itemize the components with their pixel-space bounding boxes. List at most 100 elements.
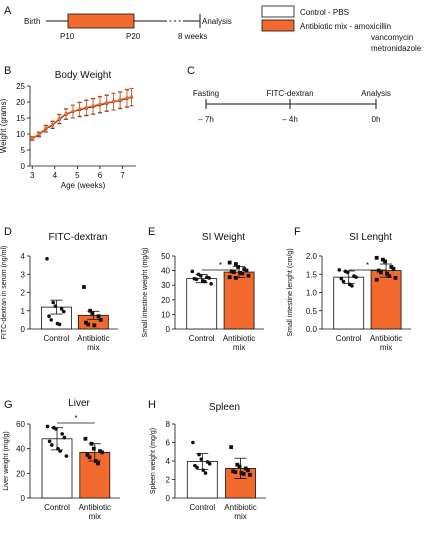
antibiotic-point [231, 270, 236, 274]
control-point [57, 322, 62, 327]
control-point [190, 269, 195, 274]
chart-title: SI Weight [202, 232, 245, 243]
data-point [111, 99, 116, 103]
antibiotic-point [96, 314, 101, 319]
data-point [129, 95, 134, 99]
antibiotic-point [88, 308, 93, 313]
legend-antibiotic-swatch [261, 19, 295, 32]
y-tick-label: 10 [16, 130, 25, 139]
y-tick-label: 1.0 [306, 289, 318, 298]
antibiotic-point [387, 274, 392, 278]
y-tick-label: 2.0 [306, 252, 318, 261]
data-point [30, 136, 34, 140]
antibiotic-point [227, 275, 232, 280]
antibiotic-point [83, 436, 88, 441]
category-label: Antibiotic mix [224, 503, 256, 521]
category-label: Control [44, 503, 70, 512]
control-point [47, 314, 51, 319]
antibiotic-point [90, 311, 95, 316]
control-point [56, 446, 60, 451]
control-point [64, 454, 69, 458]
y-tick-label: 30 [161, 281, 170, 290]
panel-e-letter: E [148, 226, 155, 238]
control-point [51, 300, 55, 305]
antibiotic-point [233, 470, 238, 474]
antibiotic-point [389, 265, 394, 269]
antibiotic-point [84, 320, 88, 325]
antibiotic-point [82, 285, 86, 289]
control-point [207, 276, 211, 280]
data-point [84, 105, 88, 110]
panel-g: G Liver 0 20 40 60 Liver weight (mg/g) Control A… [3, 398, 120, 521]
control-point [50, 443, 54, 447]
antibiotic-point [376, 268, 381, 273]
panel-h: H Spleen 0 2 4 6 8 Spleen weight (mg/g) Control A… [148, 399, 266, 521]
control-point [209, 281, 213, 286]
analysis-label: Analysis [202, 17, 232, 26]
y-axis-label: Weight (grams) [0, 98, 8, 153]
data-point [44, 126, 48, 130]
antibiotic-point [93, 459, 98, 463]
control-point [54, 427, 58, 431]
control-point [194, 277, 199, 282]
significance-star: * [219, 261, 222, 270]
y-tick-label: 0 [166, 494, 171, 503]
antibiotic-point [85, 452, 90, 457]
control-point [350, 284, 354, 288]
y-axis-label: FITC-dextran in serum (ng/ml) [1, 246, 8, 340]
protocol-time-fitc: – 4h [282, 115, 298, 124]
series-line [31, 96, 132, 139]
control-point [198, 273, 203, 278]
control-point [354, 275, 358, 279]
antibiotic-point [383, 259, 387, 264]
panel-f: F SI Lenght 0.0 0.5 1.0 1.5 2.0 Small intestine… [287, 226, 411, 352]
y-tick-label: 10 [161, 310, 170, 319]
data-point [71, 109, 75, 113]
x-tick-label: 5 [75, 171, 80, 180]
y-axis-label: Small intestine lenght (cm/g) [287, 248, 294, 336]
panel-b: B Body Weight 0 5 10 15 20 25 3 4 5 6 7 Age (weeks) We… [0, 65, 136, 190]
control-point [191, 440, 195, 445]
legend-antibiotic-label: Antibiotic mix - amoxicillin [300, 22, 391, 31]
category-label: Antibiotic mix [370, 334, 402, 352]
antibiotic-point [240, 271, 245, 276]
category-label: Antibiotic mix [223, 334, 255, 352]
antibiotic-point [98, 449, 102, 454]
protocol-label-fasting: Fasting [193, 89, 219, 98]
panel-c: C Fasting FITC-dextran Analysis – 7h – 4… [187, 65, 391, 124]
antibiotic-point [246, 273, 251, 278]
control-point [199, 457, 204, 461]
data-point [125, 96, 129, 100]
control-point [59, 307, 64, 311]
control-point [197, 452, 201, 457]
y-tick-label: 20 [16, 98, 25, 107]
panel-c-letter: C [187, 65, 195, 77]
category-label: Control [189, 334, 215, 343]
legend-antibiotic-line3: metronidazole [371, 44, 422, 53]
antibiotic-point [238, 270, 242, 275]
control-point [58, 449, 62, 453]
chart-title: Body Weight [55, 70, 112, 81]
y-tick-label: 0.0 [306, 325, 318, 334]
antibiotic-point [89, 441, 94, 446]
control-point [203, 471, 208, 475]
y-axis-label: Liver weight (mg/g) [3, 431, 10, 491]
treatment-window [67, 13, 135, 29]
y-tick-label: 25 [16, 82, 25, 91]
y-tick-label: 4 [166, 457, 171, 466]
y-tick-label: 15 [16, 114, 25, 123]
legend-antibiotic-line2: vancomycin [371, 33, 413, 42]
legend-control-label: Control - PBS [300, 8, 349, 17]
antibiotic-point [374, 255, 379, 260]
y-tick-label: 0.5 [306, 307, 318, 316]
x-tick-label: 6 [98, 171, 103, 180]
category-label: Control [189, 503, 215, 512]
category-label: Control [44, 334, 70, 343]
x-tick-label: 3 [30, 171, 35, 180]
category-label: Control [336, 334, 362, 343]
y-tick-label: 8 [166, 420, 171, 429]
control-point [339, 276, 344, 281]
chart-title: FITC-dextran [49, 232, 108, 243]
